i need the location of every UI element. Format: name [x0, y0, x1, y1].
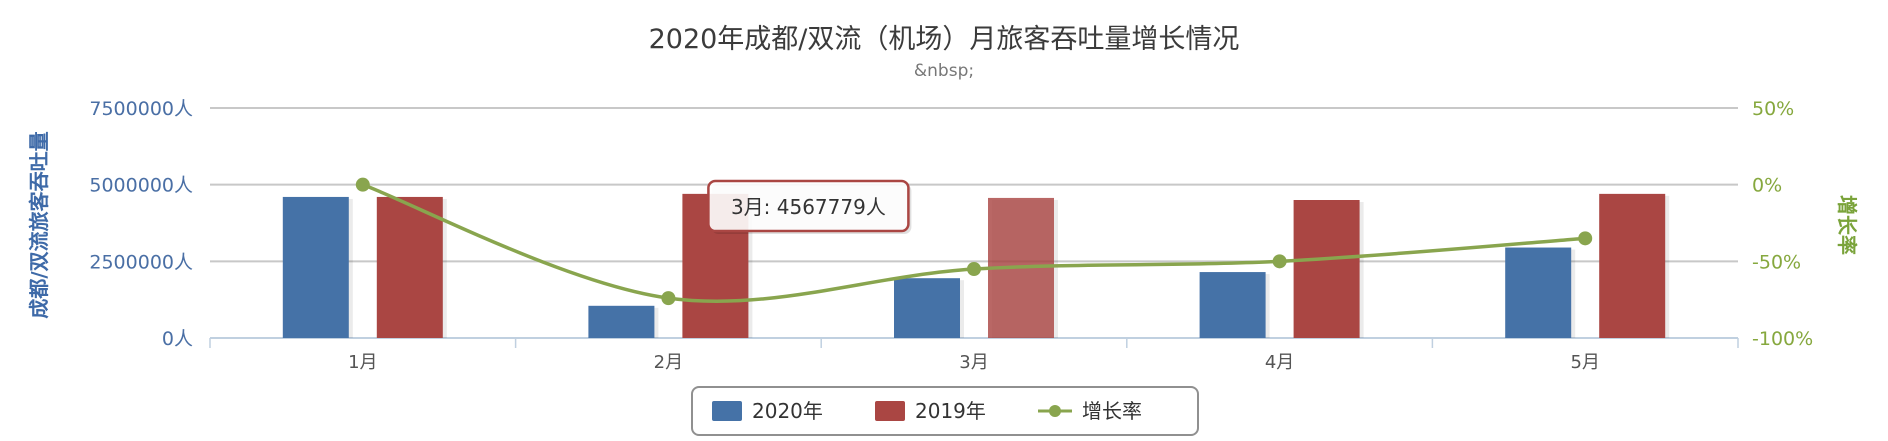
left-tick-label: 0人 — [162, 328, 193, 350]
growth-point — [355, 177, 370, 192]
legend-swatch — [712, 401, 742, 421]
x-tick-label: 2月 — [654, 352, 683, 373]
right-axis-ticks: -100% -50% 0% 50% — [1752, 98, 1813, 350]
right-axis-label: 增长率 — [1835, 195, 1859, 255]
right-tick-label: -50% — [1752, 251, 1801, 273]
x-axis: 1月 2月 3月 4月 5月 — [209, 338, 1739, 373]
growth-point — [967, 262, 981, 276]
x-tick-label: 3月 — [959, 352, 988, 373]
right-tick-label: 0% — [1752, 175, 1782, 197]
legend-swatch — [875, 401, 905, 421]
growth-line — [355, 177, 1593, 306]
legend[interactable]: 2020年 2019年 增长率 — [691, 386, 1199, 436]
right-tick-label: -100% — [1752, 328, 1813, 350]
chart-title: 2020年成都/双流（机场）月旅客吞吐量增长情况 — [649, 24, 1240, 55]
x-tick-label: 5月 — [1570, 352, 1599, 373]
gridlines — [210, 107, 1738, 339]
x-tick-label: 1月 — [348, 352, 377, 373]
left-axis-ticks: 0人 2500000人 5000000人 7500000人 — [89, 98, 193, 350]
bar — [1199, 272, 1266, 338]
bar — [1293, 200, 1360, 338]
legend-label: 2020年 — [752, 399, 823, 423]
legend-label: 增长率 — [1082, 399, 1142, 423]
bar — [894, 278, 960, 338]
bar — [588, 305, 655, 338]
bar — [1599, 193, 1666, 338]
bar — [1505, 247, 1572, 338]
left-tick-label: 2500000人 — [89, 251, 193, 273]
tooltip-box — [707, 179, 910, 233]
growth-line-path — [362, 183, 1586, 304]
tooltip-text: 3月: 4567779人 — [731, 195, 886, 219]
legend-marker — [1049, 405, 1061, 417]
left-axis-label: 成都/双流旅客吞吐量 — [27, 131, 51, 318]
left-tick-label: 7500000人 — [89, 98, 193, 120]
bar — [282, 196, 349, 338]
legend-box — [691, 386, 1199, 436]
tooltip: 3月: 4567779人 — [707, 179, 912, 234]
bar — [376, 196, 443, 338]
growth-point — [1578, 231, 1593, 246]
right-tick-label: 50% — [1752, 98, 1794, 120]
left-tick-label: 5000000人 — [89, 175, 193, 197]
growth-point — [1272, 254, 1287, 269]
x-tick-label: 4月 — [1265, 352, 1294, 373]
legend-label: 2019年 — [915, 399, 986, 423]
growth-point — [661, 291, 676, 306]
chart-subtitle: &nbsp; — [914, 61, 974, 81]
